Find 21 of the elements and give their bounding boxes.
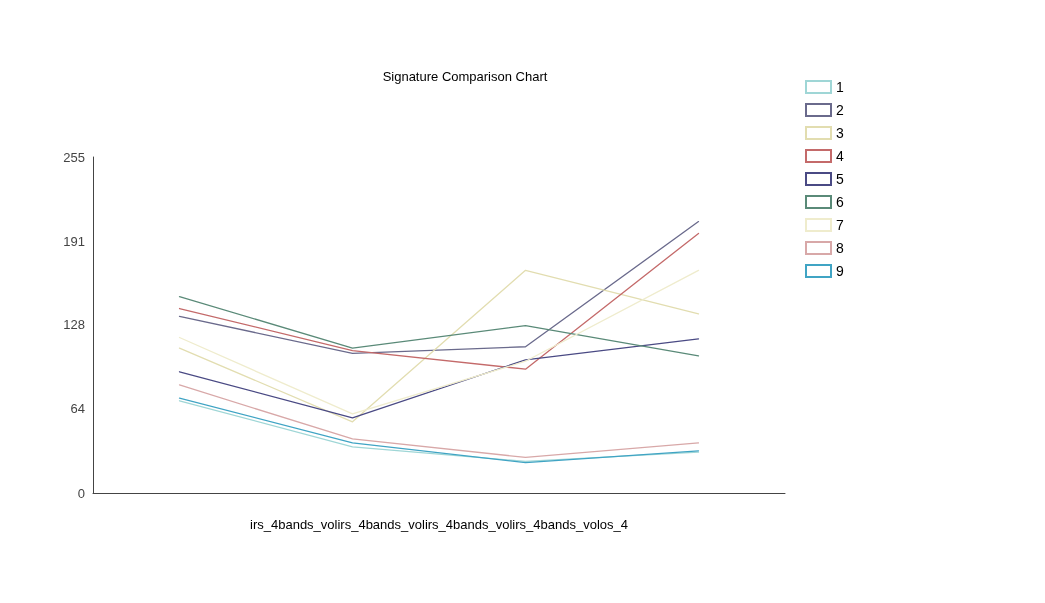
legend-label: 3 [836, 125, 844, 141]
y-tick-label: 64 [70, 401, 85, 417]
line-series [178, 296, 700, 357]
chart-title: Signature Comparison Chart [382, 69, 548, 84]
legend-label: 5 [836, 171, 844, 187]
y-tick-label: 128 [63, 316, 85, 332]
line-series [178, 232, 700, 370]
line-series [178, 338, 700, 419]
line-series [178, 220, 700, 354]
y-tick-label: 191 [63, 233, 85, 249]
legend-label: 8 [836, 240, 844, 256]
y-tick-label: 255 [63, 149, 85, 165]
legend-label: 6 [836, 194, 844, 210]
legend-label: 9 [836, 263, 844, 279]
line-series [178, 384, 700, 459]
legend-label: 4 [836, 148, 844, 164]
legend-label: 1 [836, 79, 844, 95]
legend-label: 7 [836, 217, 844, 233]
legend-label: 2 [836, 102, 844, 118]
x-axis-title: irs_4bands_volirs_4bands_volirs_4bands_volirs_4bands_volos_4 [250, 517, 628, 532]
y-tick-label: 0 [77, 485, 85, 501]
